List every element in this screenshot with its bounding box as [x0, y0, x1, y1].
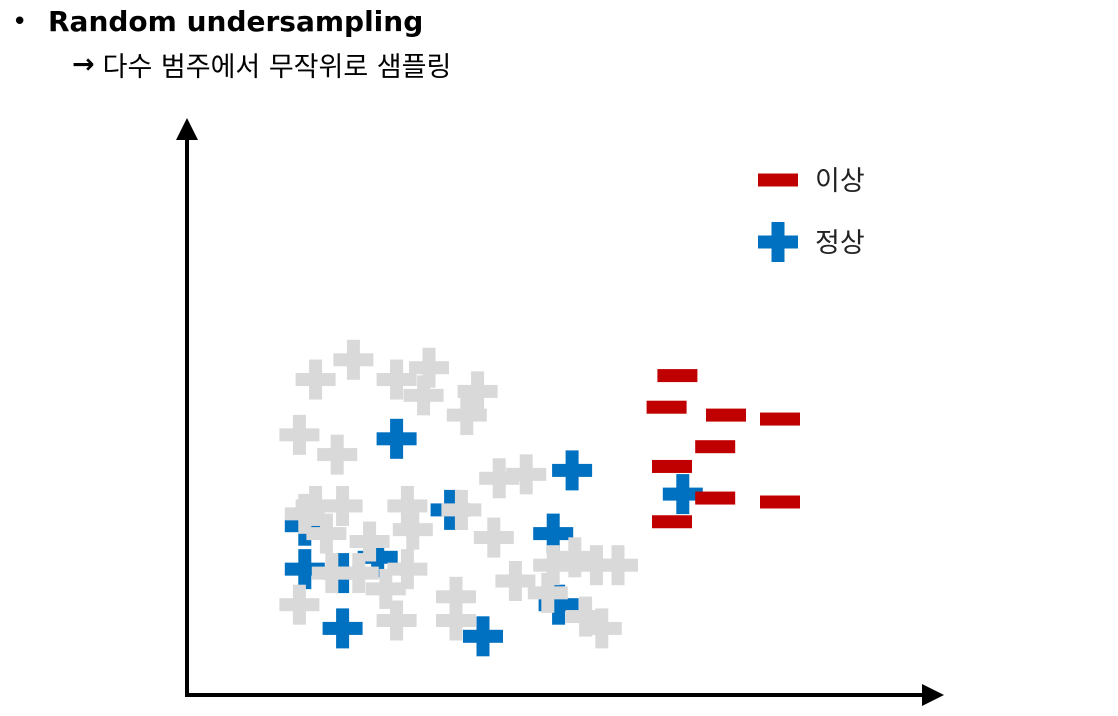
anomaly-point: [695, 491, 736, 505]
axes: [176, 118, 944, 706]
anomaly-point: [652, 515, 692, 529]
removed-normal-point: [333, 339, 374, 380]
legend-minus-icon: [758, 173, 798, 187]
normal-point: [662, 474, 703, 515]
removed-normal-point: [376, 359, 417, 400]
removed-normal-point: [473, 517, 514, 558]
normal-point: [322, 608, 363, 649]
removed-normal-point: [598, 545, 638, 586]
removed-normal-point: [581, 608, 622, 649]
removed-normal-point: [284, 493, 325, 534]
removed-normal-point: [295, 359, 336, 400]
anomaly-point: [646, 400, 687, 414]
anomaly-point: [657, 369, 698, 383]
subtitle-line: → 다수 범주에서 무작위로 샘플링: [72, 44, 451, 84]
x-axis-arrow-icon: [922, 684, 944, 706]
anomaly-point: [760, 412, 800, 426]
slide-heading: Random undersampling: [48, 5, 424, 38]
removed-normal-point: [311, 553, 352, 594]
anomaly-point: [760, 495, 800, 509]
normal-point: [376, 418, 417, 459]
removed-normal-point: [279, 414, 320, 455]
removed-normal-point: [533, 545, 574, 586]
removed-normal-point: [376, 600, 417, 641]
removed-normal-point: [306, 513, 347, 554]
removed-normal-point: [365, 568, 406, 609]
anomaly-point: [706, 408, 746, 422]
y-axis-arrow-icon: [176, 118, 198, 140]
removed-normal-point: [436, 600, 476, 641]
removed-normal-point: [387, 549, 428, 590]
legend-plus-icon: [758, 222, 798, 262]
removed-normal-point: [403, 375, 444, 416]
heading-line: • Random undersampling: [8, 2, 423, 42]
right-arrow-icon: →: [72, 48, 95, 80]
removed-normal-point: [441, 489, 482, 530]
normal-point: [552, 450, 593, 491]
removed-normal-point: [317, 434, 358, 475]
normal-point: [533, 513, 574, 554]
slide-subtitle: 다수 범주에서 무작위로 샘플링: [102, 51, 452, 83]
removed-normal-point: [279, 584, 320, 625]
removed-normal-point: [349, 521, 390, 562]
removed-normal-point: [392, 509, 433, 550]
legend-label: 이상: [815, 166, 865, 197]
bullet-icon: •: [12, 7, 28, 37]
normal-point: [463, 616, 503, 657]
removed-normal-point: [446, 395, 487, 436]
legend-label: 정상: [815, 228, 865, 259]
removed-normal-point: [322, 485, 363, 526]
removed-normal-point: [506, 454, 547, 495]
anomaly-point: [695, 440, 736, 454]
anomaly-point: [652, 459, 692, 473]
removed-normal-point: [457, 371, 498, 412]
removed-normal-point: [495, 561, 536, 601]
data-marks: [279, 339, 800, 657]
